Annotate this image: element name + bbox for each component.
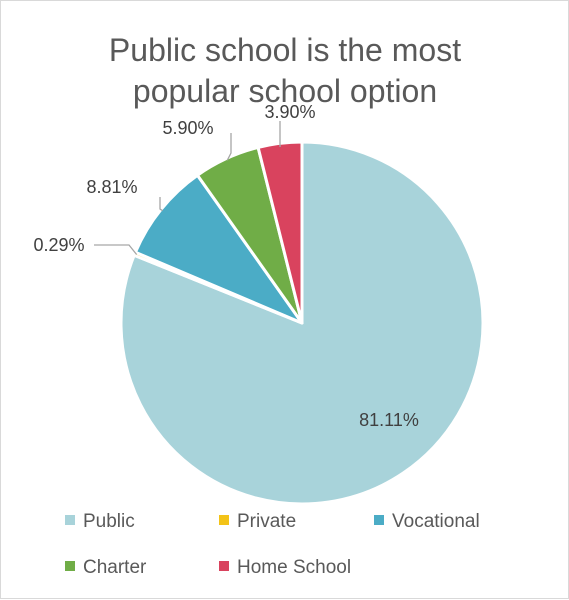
data-label-home-school: 3.90%	[264, 102, 315, 122]
data-label-private: 0.29%	[33, 235, 84, 255]
legend: Public Private Vocational Charter Home Schoo…	[65, 511, 480, 578]
leader-line-private	[94, 245, 137, 255]
legend-label-private: Private	[237, 511, 296, 532]
legend-swatch-home-school	[219, 561, 229, 571]
legend-swatch-vocational	[374, 515, 384, 525]
legend-label-home-school: Home School	[237, 557, 351, 578]
legend-label-vocational: Vocational	[392, 511, 480, 532]
pie-slices	[121, 142, 483, 504]
data-label-vocational: 8.81%	[86, 177, 137, 197]
legend-swatch-charter	[65, 561, 75, 571]
chart-title-line-1: Public school is the most	[109, 32, 461, 68]
legend-swatch-private	[219, 515, 229, 525]
legend-label-public: Public	[83, 511, 135, 532]
data-label-public: 81.11%	[359, 410, 419, 430]
legend-label-charter: Charter	[83, 557, 147, 578]
data-label-charter: 5.90%	[162, 118, 213, 138]
legend-swatch-public	[65, 515, 75, 525]
